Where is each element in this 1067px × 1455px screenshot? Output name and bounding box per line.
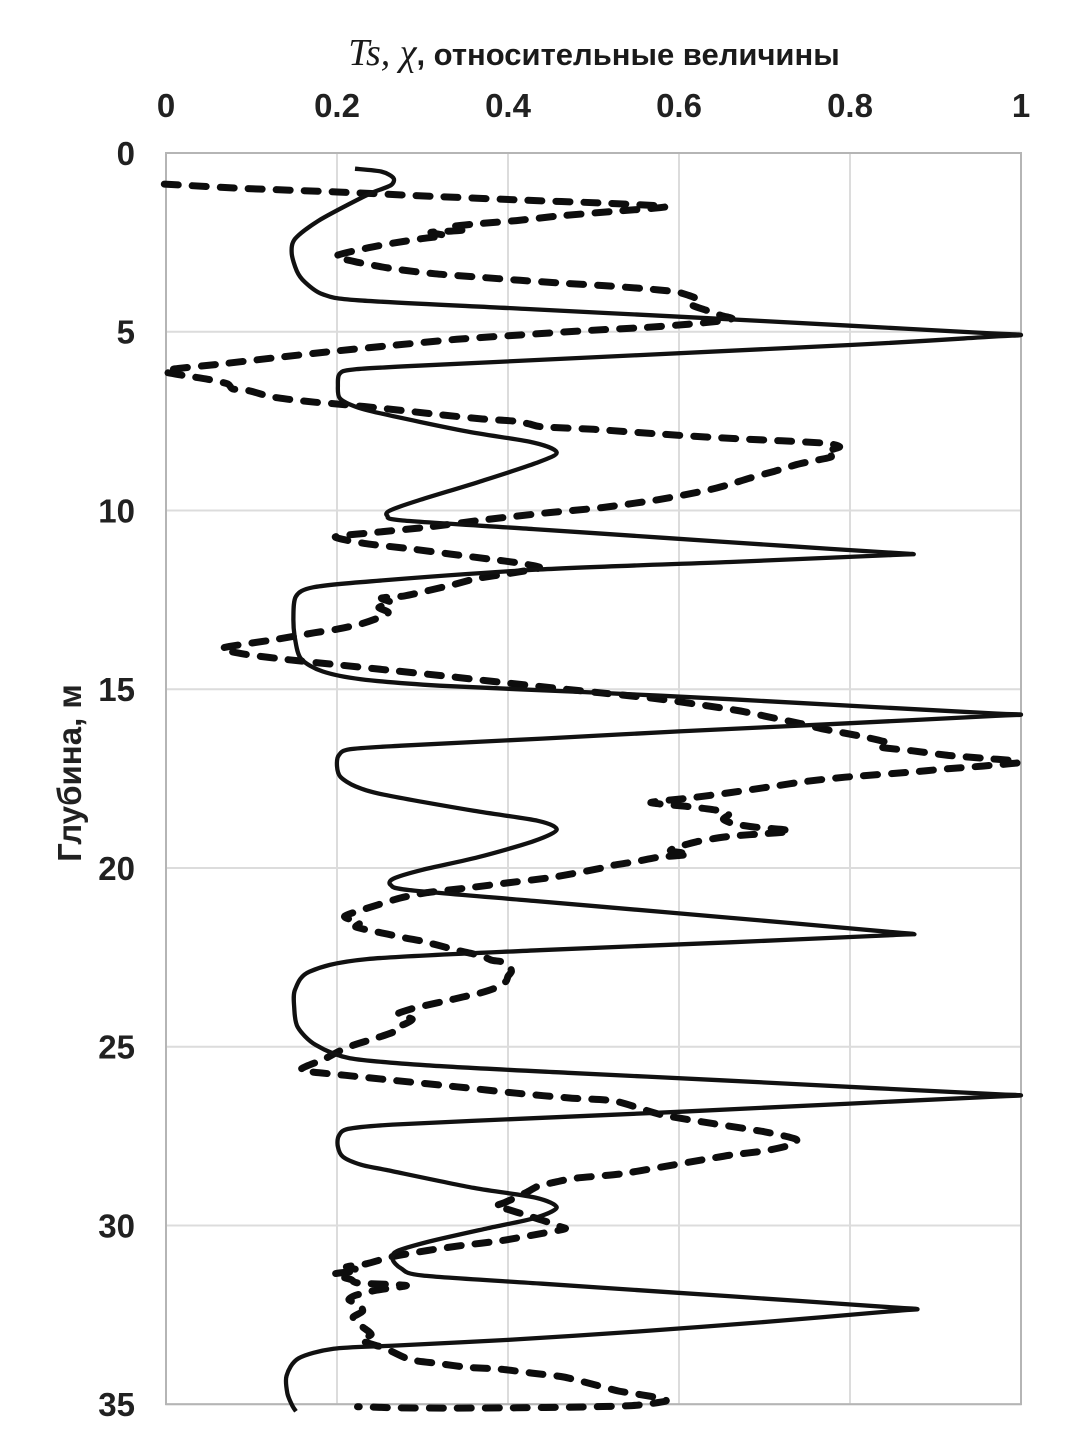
svg-text:0: 0 <box>157 87 175 124</box>
svg-text:25: 25 <box>98 1029 135 1066</box>
svg-text:1: 1 <box>1012 87 1030 124</box>
svg-text:15: 15 <box>98 671 135 708</box>
svg-text:0.8: 0.8 <box>827 87 873 124</box>
svg-text:0.2: 0.2 <box>314 87 360 124</box>
svg-text:30: 30 <box>98 1208 135 1245</box>
svg-text:Ts, χ, относительные величины: Ts, χ, относительные величины <box>348 32 839 74</box>
svg-text:0: 0 <box>117 135 135 172</box>
svg-text:5: 5 <box>117 314 135 351</box>
svg-text:10: 10 <box>98 493 135 530</box>
svg-text:0.4: 0.4 <box>485 87 532 124</box>
svg-text:35: 35 <box>98 1386 135 1423</box>
svg-text:20: 20 <box>98 850 135 887</box>
svg-text:0.6: 0.6 <box>656 87 702 124</box>
svg-text:Глубина, м: Глубина, м <box>51 684 88 862</box>
